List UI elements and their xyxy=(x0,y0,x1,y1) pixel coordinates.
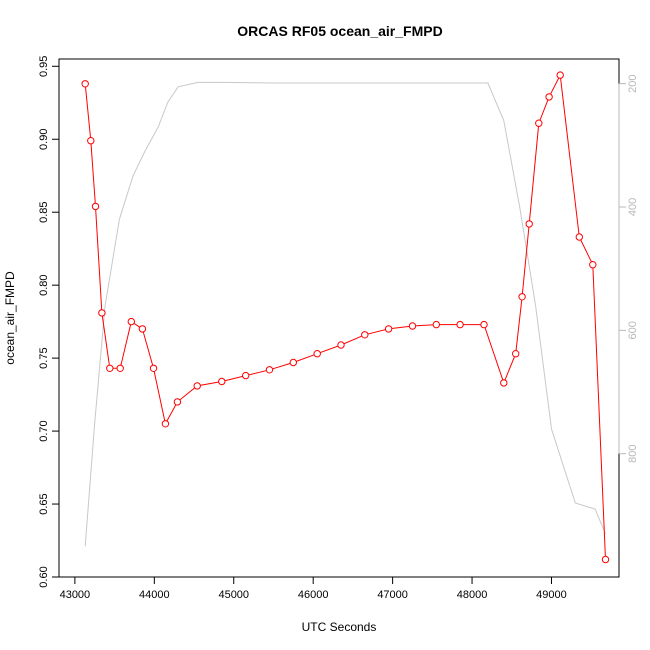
data-point xyxy=(408,322,417,330)
y-tick-label: 0.85 xyxy=(38,202,50,223)
y-axis-label: ocean_air_FMPD xyxy=(3,271,17,365)
data-point xyxy=(361,331,369,339)
x-axis: 43000 44000 45000 46000 47000 48000 49000 xyxy=(60,576,567,601)
data-point xyxy=(116,364,124,372)
x-tick-label: 43000 xyxy=(60,589,91,601)
y-tick-label: 0.95 xyxy=(38,56,50,77)
y2-tick-label: 200 xyxy=(627,74,639,92)
data-point xyxy=(81,80,89,88)
y-axis: 0.60 0.65 0.70 0.75 0.80 0.85 0.90 0.95 xyxy=(38,56,60,588)
x-tick-label: 45000 xyxy=(218,589,249,601)
data-point xyxy=(556,71,564,79)
y-tick-label: 0.80 xyxy=(38,274,50,295)
data-point xyxy=(87,137,95,145)
data-point xyxy=(525,220,533,228)
data-point xyxy=(512,350,520,358)
chart-title: ORCAS RF05 ocean_air_FMPD xyxy=(237,23,442,39)
data-point xyxy=(127,317,136,326)
data-point xyxy=(575,233,583,241)
data-point xyxy=(313,350,321,358)
data-point xyxy=(432,320,440,329)
data-point xyxy=(601,555,610,564)
y2-tick-label: 600 xyxy=(627,321,639,339)
altitude-series-line xyxy=(84,81,606,547)
data-point xyxy=(138,325,147,333)
data-point xyxy=(242,371,250,380)
data-point xyxy=(518,293,526,301)
y-tick-label: 0.75 xyxy=(38,347,50,368)
x-tick-label: 46000 xyxy=(298,589,329,601)
data-point xyxy=(337,341,345,349)
y-tick-label: 0.65 xyxy=(38,493,50,514)
data-point xyxy=(161,420,170,428)
data-point xyxy=(98,309,106,317)
y-tick-label: 0.70 xyxy=(38,420,50,441)
data-point xyxy=(193,382,201,390)
data-point xyxy=(91,202,100,211)
series-layer xyxy=(81,71,610,564)
data-point xyxy=(480,320,488,329)
y2-tick-label: 800 xyxy=(627,444,639,462)
data-point xyxy=(589,261,597,269)
data-point xyxy=(149,364,158,372)
data-point xyxy=(218,377,226,386)
y2-tick-label: 400 xyxy=(627,198,639,216)
data-point xyxy=(289,358,297,367)
x-axis-label: UTC Seconds xyxy=(302,620,377,634)
data-point xyxy=(456,320,464,329)
data-point xyxy=(173,398,182,406)
y2-axis: 200 400 600 800 xyxy=(618,74,639,463)
data-point xyxy=(384,325,393,333)
x-tick-label: 47000 xyxy=(377,589,408,601)
x-tick-label: 48000 xyxy=(457,589,488,601)
data-point xyxy=(106,364,114,372)
data-point xyxy=(545,93,553,101)
data-point xyxy=(265,366,274,374)
data-point xyxy=(500,379,508,387)
fmpd-series-line xyxy=(84,73,606,560)
y-tick-label: 0.90 xyxy=(38,129,50,150)
data-point xyxy=(535,119,543,127)
x-tick-label: 44000 xyxy=(139,589,170,601)
x-tick-label: 49000 xyxy=(536,589,567,601)
y-tick-label: 0.60 xyxy=(38,566,50,587)
